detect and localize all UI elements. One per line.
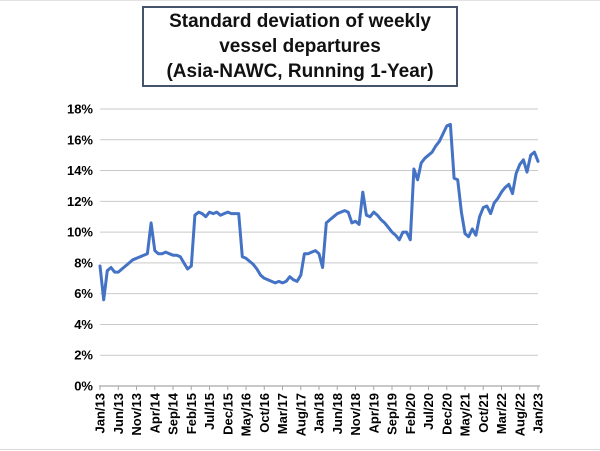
x-tick-label: Feb/20 [403, 393, 418, 434]
x-tick-label: Jun/13 [111, 393, 126, 434]
x-tick-label: Jan/13 [93, 393, 108, 433]
y-tick-label: 8% [74, 255, 93, 270]
y-tick-label: 4% [74, 317, 93, 332]
x-tick-label: Oct/16 [257, 393, 272, 433]
x-tick-label: Dec/20 [439, 393, 454, 435]
chart-title-line-3: (Asia-NAWC, Running 1-Year) [166, 61, 434, 82]
x-tick-label: Aug/22 [512, 393, 527, 436]
x-tick-label: Nov/18 [348, 393, 363, 436]
x-tick-label: Jan/18 [312, 393, 327, 433]
x-tick-label: Jun/18 [330, 393, 345, 434]
x-tick-label: Apr/19 [366, 393, 381, 433]
x-tick-label: Feb/15 [184, 393, 199, 434]
y-tick-label: 2% [74, 348, 93, 363]
y-tick-label: 6% [74, 286, 93, 301]
x-tick-label: Apr/14 [147, 392, 162, 433]
chart-title-line-2: vessel departures [219, 36, 381, 57]
x-tick-label: Mar/17 [275, 393, 290, 434]
data-series-line [98, 122, 540, 302]
y-tick-label: 0% [74, 379, 93, 394]
y-tick-label: 10% [67, 225, 93, 240]
x-tick-label: Jul/20 [421, 393, 436, 430]
x-tick-label: Oct/21 [476, 393, 491, 433]
y-tick-label: 18% [67, 102, 93, 117]
x-tick-label: Mar/22 [494, 393, 509, 434]
x-tick-label: May/16 [239, 393, 254, 436]
chart-title-box: Standard deviation of weekly vessel depa… [142, 6, 458, 87]
x-tick-label: Nov/13 [129, 393, 144, 436]
x-tick-label: Jan/23 [531, 393, 546, 433]
x-tick-label: Sep/19 [385, 393, 400, 435]
y-tick-label: 16% [67, 132, 93, 147]
chart-title-line-1: Standard deviation of weekly [169, 11, 431, 32]
x-tick-label: Dec/15 [220, 393, 235, 435]
x-tick-label: May/21 [458, 393, 473, 436]
y-tick-label: 14% [67, 163, 93, 178]
y-tick-label: 12% [67, 194, 93, 209]
x-tick-label: Jul/15 [202, 393, 217, 430]
x-tick-label: Aug/17 [293, 393, 308, 436]
x-tick-label: Sep/14 [166, 392, 181, 435]
